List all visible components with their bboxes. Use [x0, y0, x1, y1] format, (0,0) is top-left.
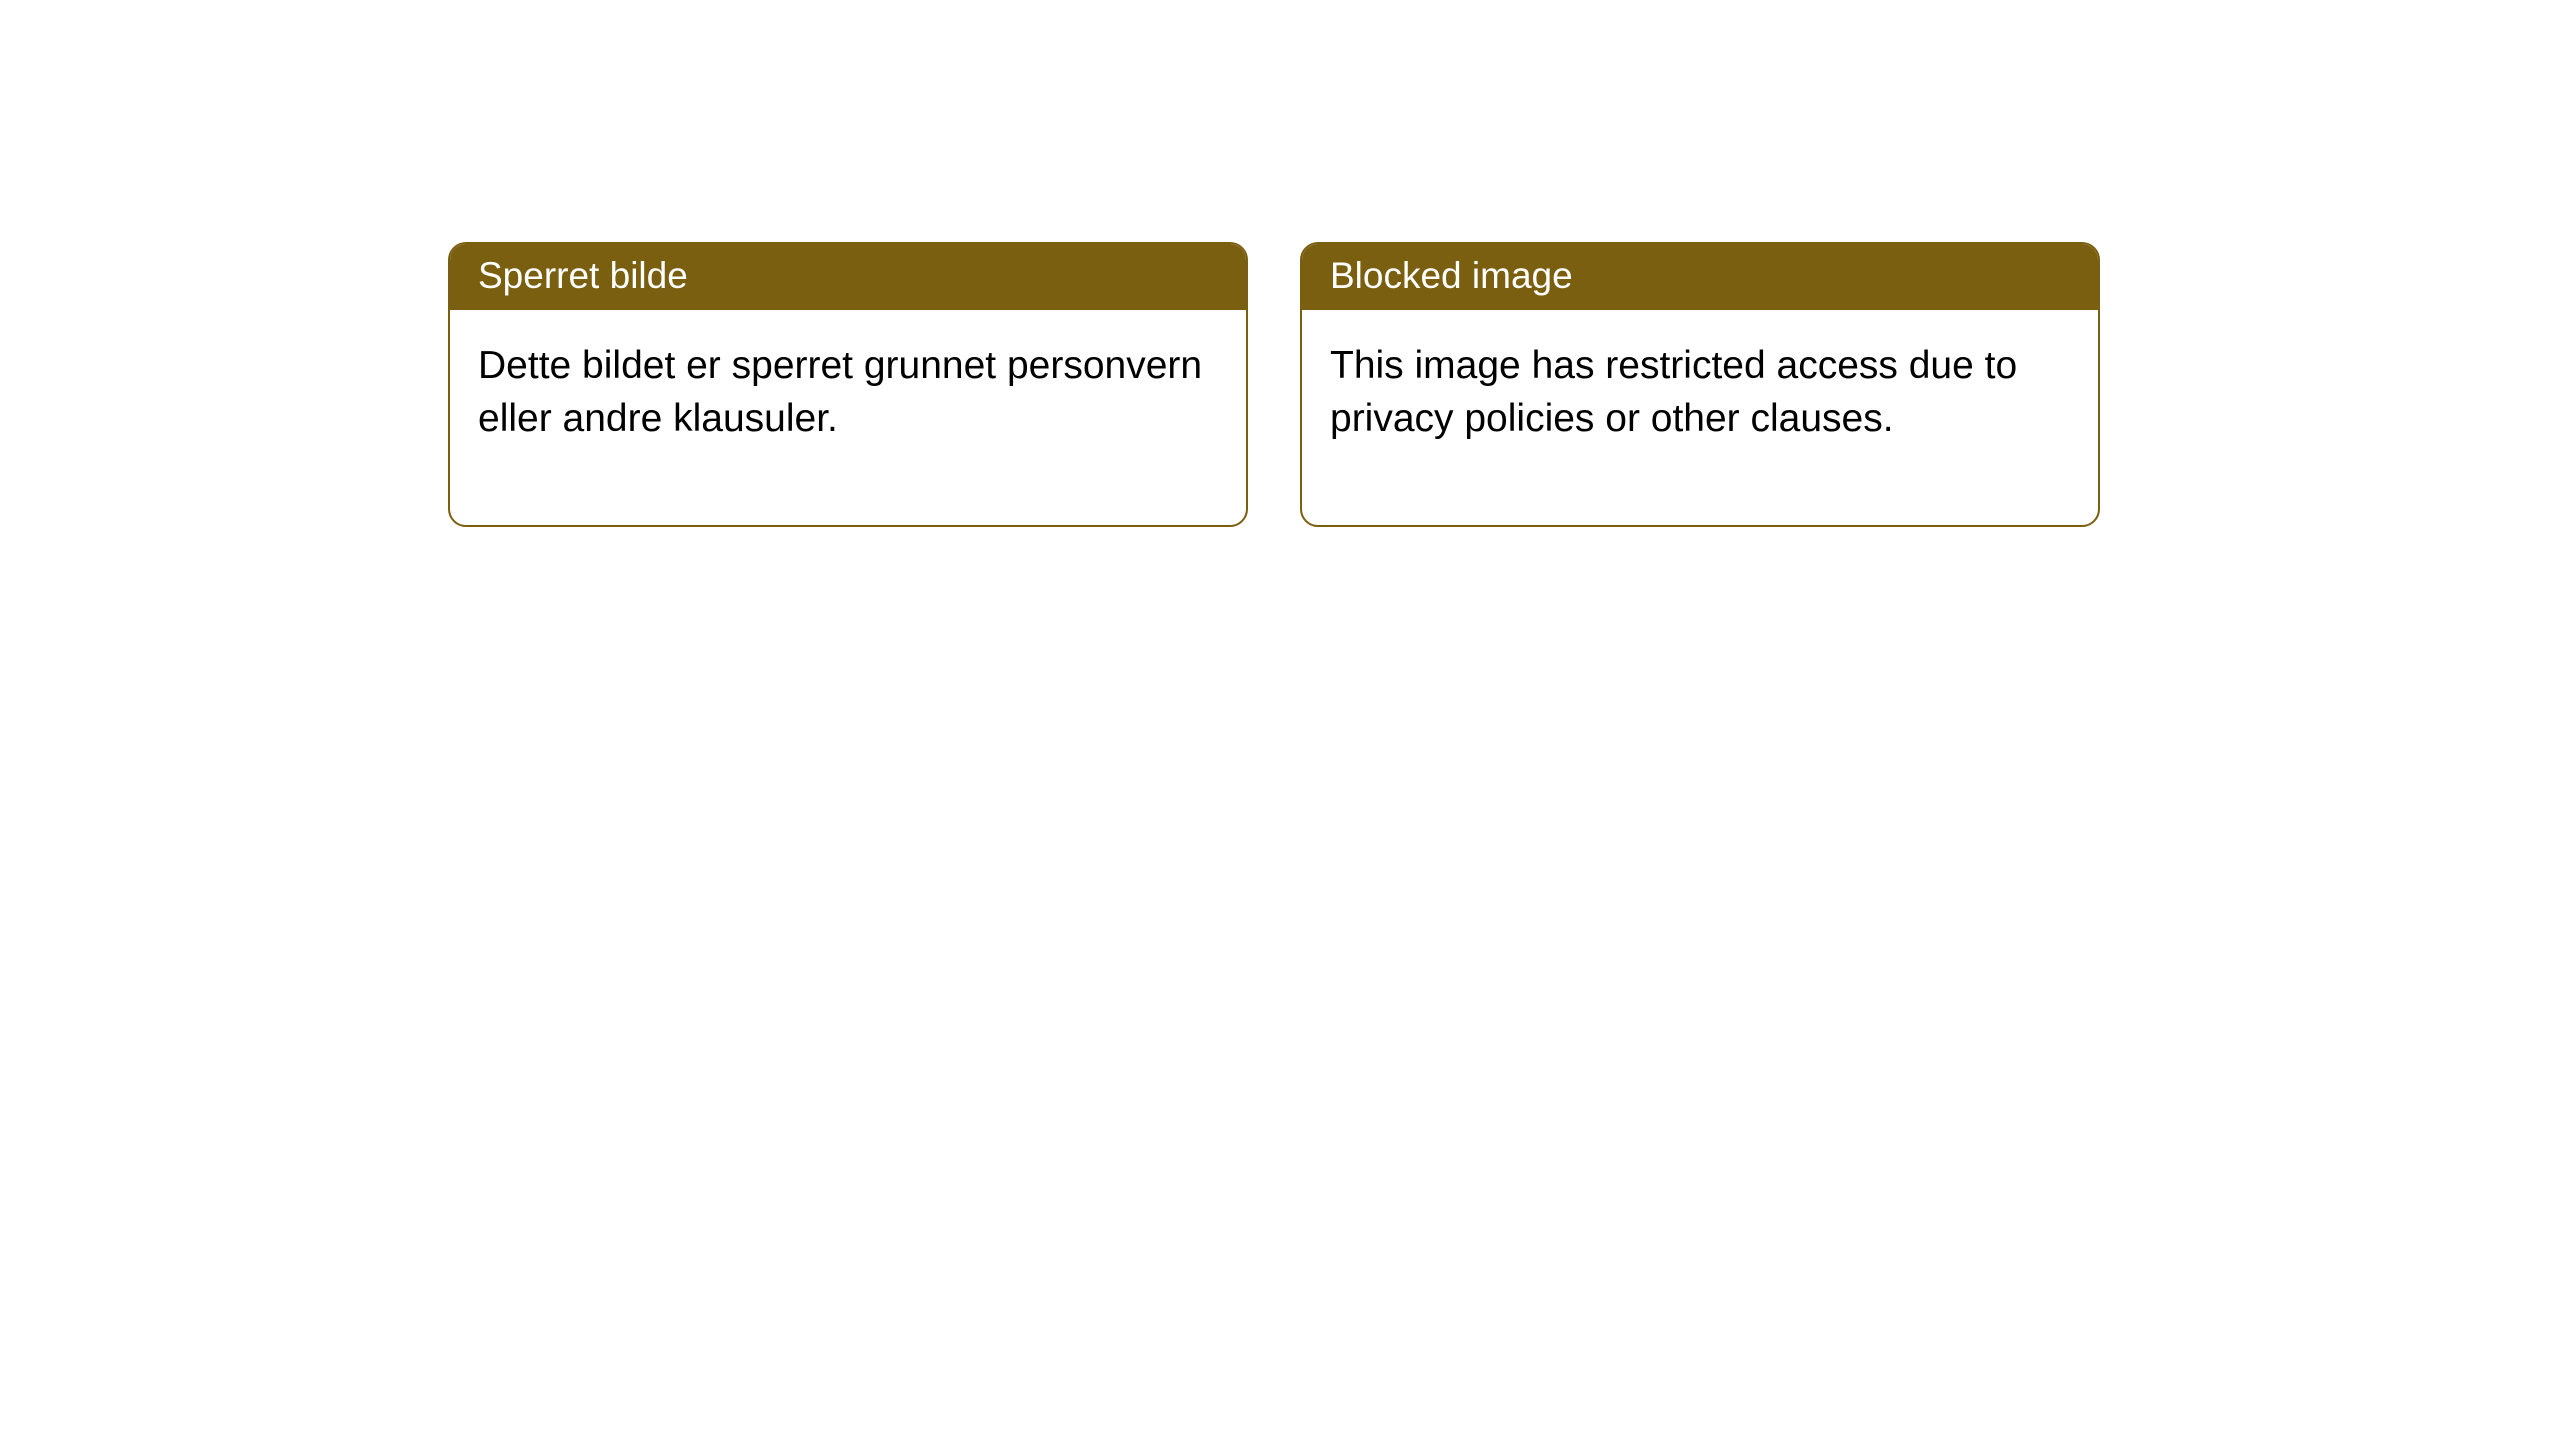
notice-body: Dette bildet er sperret grunnet personve… — [450, 310, 1246, 525]
notice-container: Sperret bilde Dette bildet er sperret gr… — [0, 0, 2560, 527]
notice-header: Sperret bilde — [450, 244, 1246, 310]
notice-header: Blocked image — [1302, 244, 2098, 310]
notice-card-norwegian: Sperret bilde Dette bildet er sperret gr… — [448, 242, 1248, 527]
notice-body: This image has restricted access due to … — [1302, 310, 2098, 525]
notice-card-english: Blocked image This image has restricted … — [1300, 242, 2100, 527]
